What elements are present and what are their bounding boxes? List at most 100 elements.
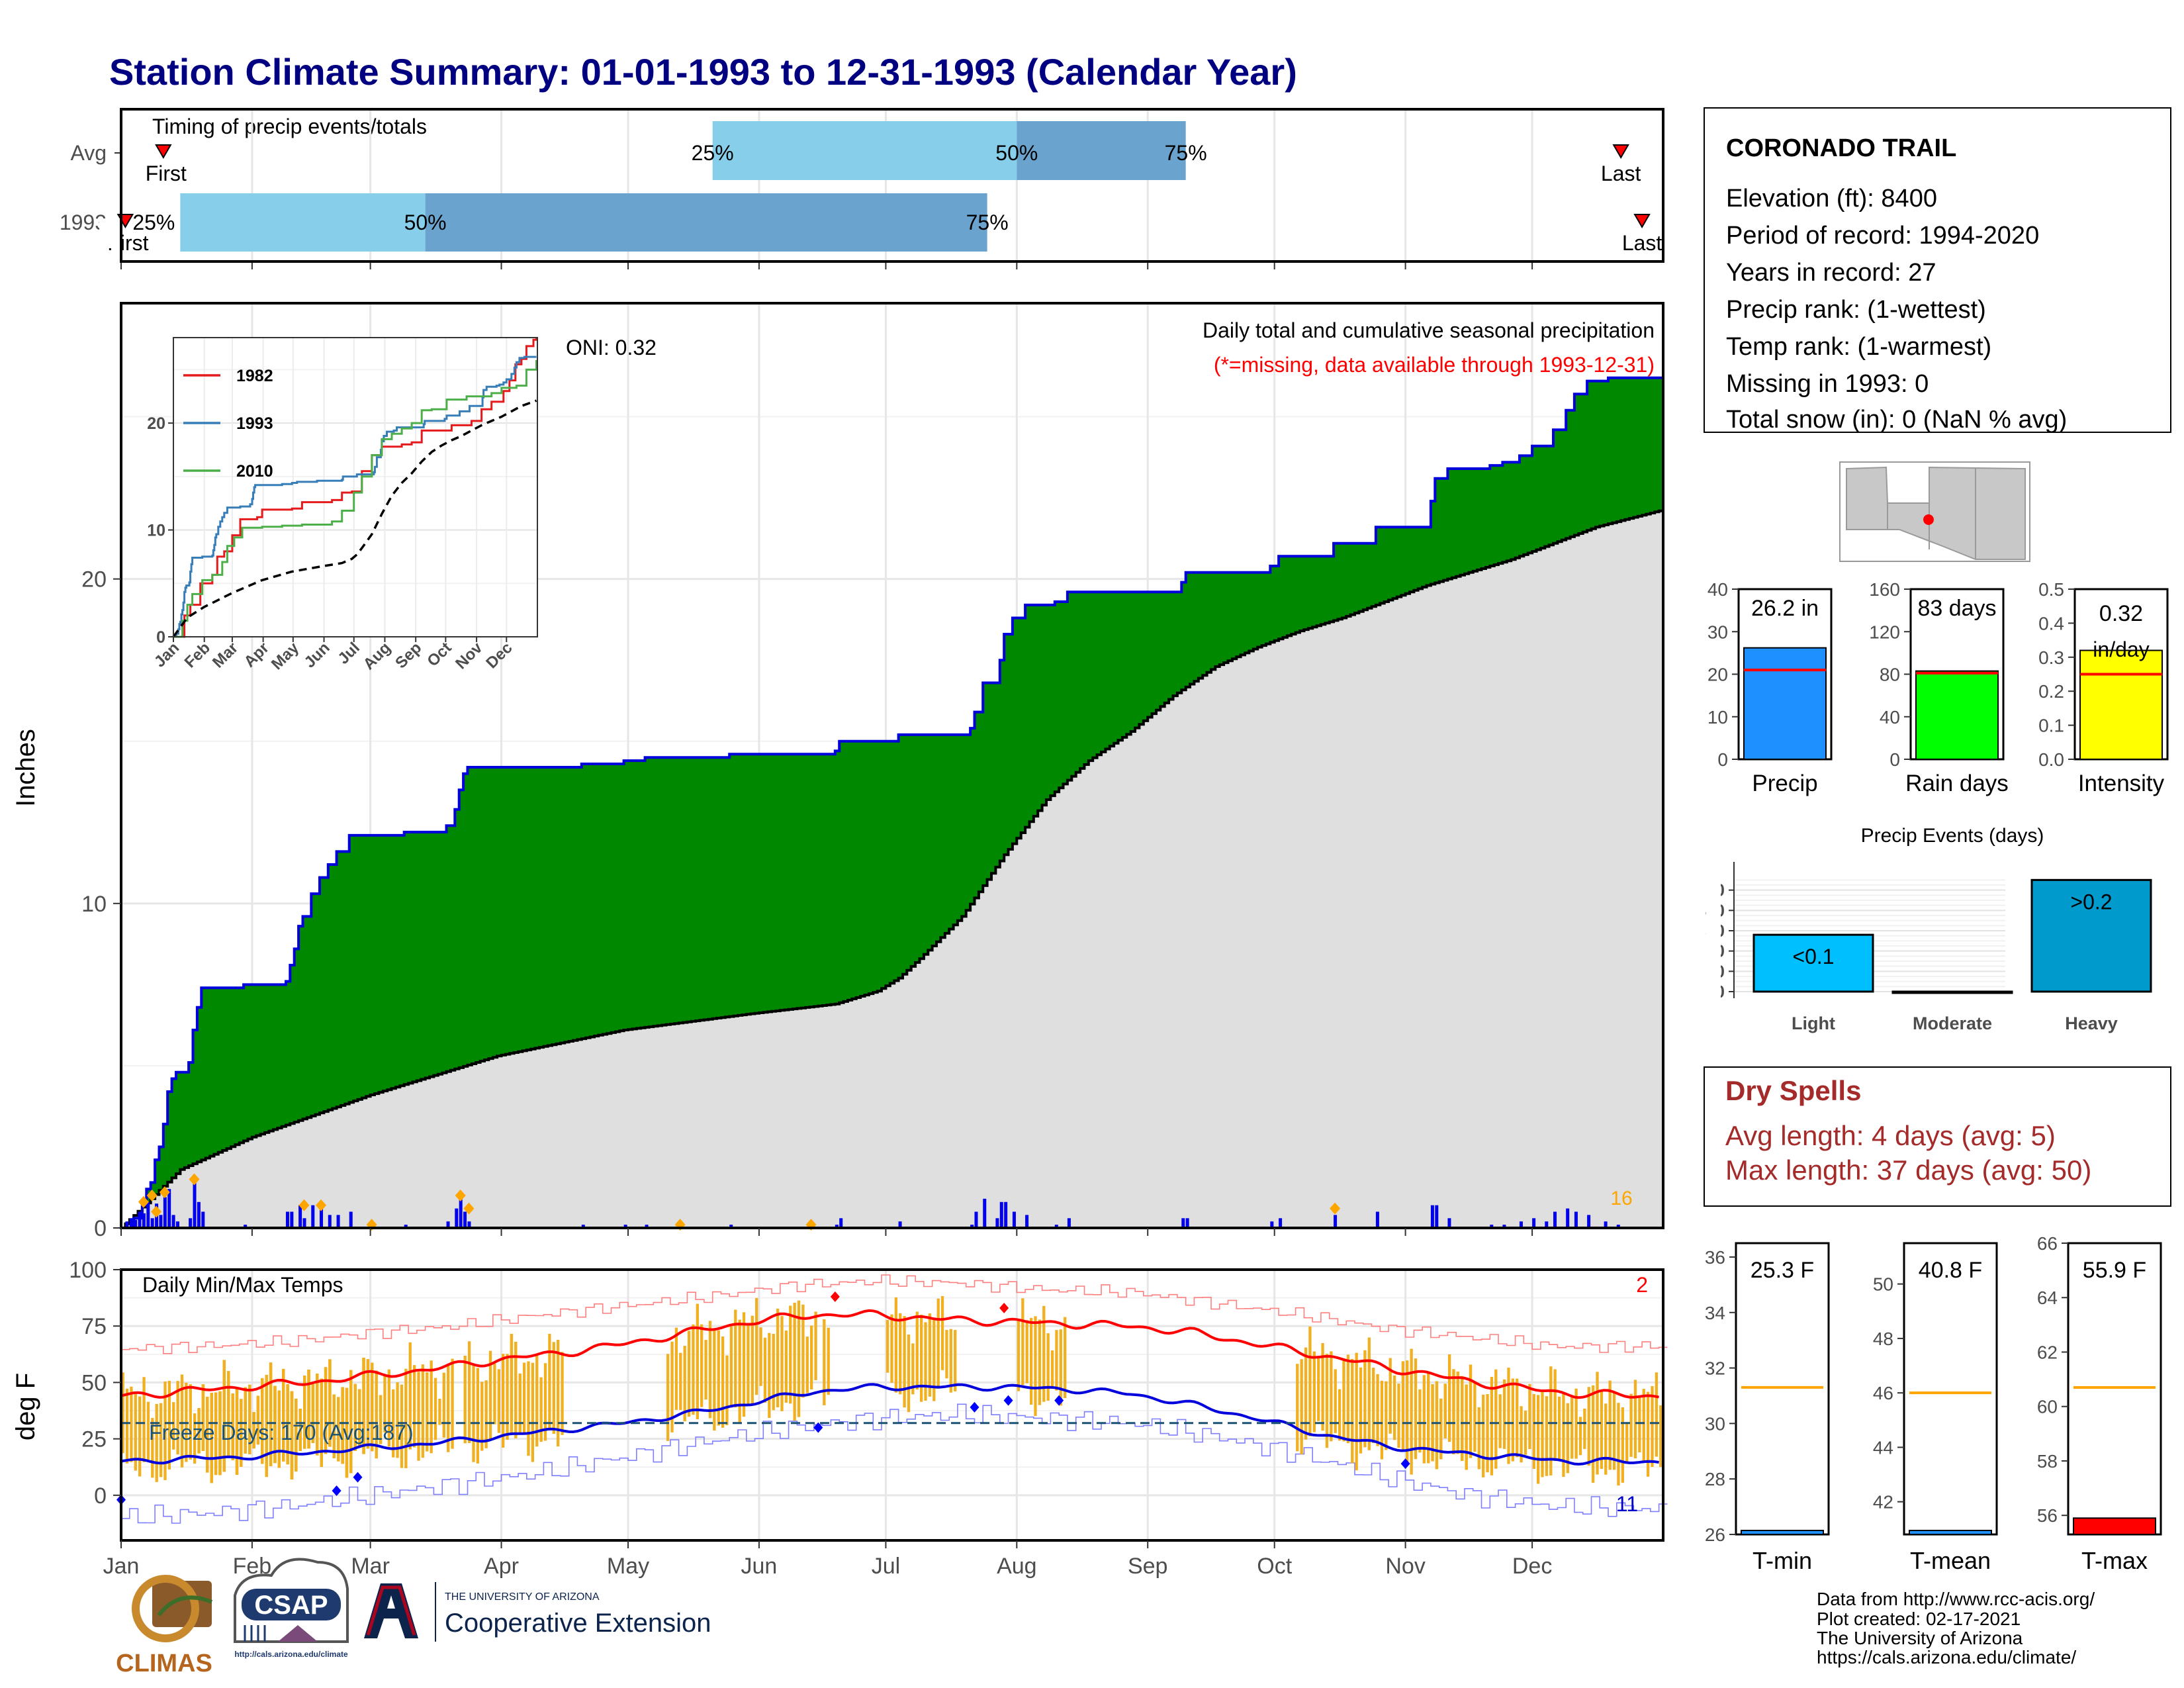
totals-y-tick-label: 40 — [1880, 707, 1900, 727]
footer-institution: The University of Arizona — [1817, 1628, 2023, 1648]
temps-daily-bar — [1355, 1352, 1358, 1471]
precip-record-diamond — [1330, 1202, 1341, 1215]
temps-record-hot-diamond — [830, 1291, 840, 1302]
month-axis-label: Sep — [1128, 1554, 1168, 1579]
timing-last-marker — [1633, 214, 1651, 228]
temps-daily-bar — [1502, 1379, 1506, 1449]
station-temp-rank: Temp rank: (1-warmest) — [1726, 333, 1991, 361]
temps-daily-bar — [404, 1368, 408, 1468]
tavg-y-tick-label: 44 — [1873, 1437, 1893, 1458]
station-years: Years in record: 27 — [1726, 259, 1936, 287]
events-bar — [1752, 933, 1874, 993]
temps-daily-bar — [776, 1308, 780, 1407]
temps-daily-bar — [337, 1397, 340, 1462]
totals-y-tick-label: 10 — [1707, 707, 1728, 727]
temps-daily-bar — [911, 1343, 915, 1395]
temps-daily-bar — [1520, 1406, 1523, 1463]
temps-daily-bar — [729, 1326, 733, 1408]
tavg-axis-label: T-max — [2081, 1547, 2148, 1574]
temps-record-cold-diamond — [1400, 1458, 1410, 1470]
tavg-y-tick-label: 32 — [1705, 1358, 1725, 1379]
temps-daily-bar — [1439, 1398, 1443, 1460]
tavg-y-tick-label: 60 — [2037, 1397, 2058, 1417]
temps-daily-bar — [1659, 1405, 1662, 1468]
temps-daily-bar — [222, 1360, 226, 1472]
temps-daily-bar — [290, 1391, 294, 1479]
events-left-spacer — [1706, 864, 1721, 1003]
temps-daily-bar — [400, 1384, 404, 1468]
precip-daily-bar — [189, 1218, 193, 1228]
timing-p25-label: 25% — [132, 211, 175, 234]
temps-daily-bar — [510, 1334, 514, 1433]
temps-daily-bar — [919, 1315, 923, 1402]
temps-daily-bar — [125, 1388, 129, 1464]
precip-daily-bar — [404, 1225, 408, 1228]
precip-daily-bar — [1519, 1221, 1523, 1228]
inset-legend-label: 1993 — [236, 414, 273, 433]
precip-record-diamond — [146, 1189, 158, 1201]
temps-daily-bar — [1401, 1361, 1405, 1450]
station-elevation: Elevation (ft): 8400 — [1726, 185, 1937, 212]
season-totals-panels: 26.2 in 0 10 20 30 40 Precip 83 days 0 40 80 120 160… — [1707, 579, 2169, 796]
precip-daily-bar — [999, 1201, 1003, 1228]
footer-url: https://cals.arizona.edu/climate/ — [1817, 1647, 2076, 1667]
timing-bar-50-75 — [1017, 121, 1186, 180]
precip-chart-title: Daily total and cumulative seasonal prec… — [1203, 318, 1655, 342]
temps-daily-bar — [557, 1339, 560, 1447]
temps-daily-bar — [1312, 1351, 1316, 1432]
temps-daily-bar — [467, 1341, 471, 1444]
precip-daily-bar — [1270, 1221, 1274, 1228]
temps-daily-bar — [1042, 1305, 1046, 1402]
temps-daily-bar — [167, 1380, 171, 1470]
temps-daily-bar — [717, 1330, 720, 1426]
temps-daily-bar — [1025, 1320, 1028, 1383]
totals-y-tick-label: 20 — [1707, 665, 1728, 685]
temps-daily-bar — [1642, 1389, 1645, 1462]
temps-daily-bar — [759, 1327, 762, 1386]
station-precip-rank: Precip rank: (1-wettest) — [1726, 296, 1986, 324]
temps-daily-bar — [721, 1336, 725, 1428]
precip-daily-bar — [1025, 1215, 1029, 1228]
temps-daily-bar — [725, 1355, 729, 1425]
precip-daily-bar — [1004, 1201, 1008, 1228]
temps-daily-bar — [700, 1324, 704, 1407]
footer-plot-created: Plot created: 02-17-2021 — [1817, 1609, 2021, 1629]
temps-daily-bar — [488, 1350, 492, 1440]
temps-daily-bar — [1482, 1394, 1485, 1477]
temps-daily-bar — [692, 1324, 695, 1415]
temps-daily-bar — [480, 1382, 484, 1451]
timing-row-label: Avg — [70, 141, 107, 165]
temps-daily-bar — [1566, 1403, 1569, 1474]
temps-daily-bar — [514, 1342, 518, 1438]
inset-y-tick-label: 10 — [147, 522, 165, 540]
temps-daily-bar — [472, 1364, 475, 1462]
temps-daily-bar — [1038, 1319, 1042, 1405]
temps-daily-bar — [1498, 1394, 1502, 1448]
temps-daily-bar — [345, 1387, 349, 1478]
temps-daily-bar — [1059, 1329, 1062, 1406]
precip-daily-bar — [1430, 1205, 1434, 1228]
tavg-y-tick-label: 58 — [2037, 1451, 2058, 1472]
temps-daily-bar — [1300, 1359, 1303, 1455]
month-axis-label: Oct — [1257, 1554, 1292, 1579]
precip-daily-bar — [1604, 1221, 1608, 1228]
temps-daily-bar — [1397, 1383, 1400, 1448]
timing-last-label: Last — [1601, 162, 1641, 185]
temps-daily-bar — [493, 1364, 496, 1425]
temps-daily-bar — [1338, 1389, 1342, 1441]
temps-daily-bar — [797, 1300, 801, 1417]
temps-daily-bar — [302, 1376, 306, 1449]
cold-day-count: 11 — [1616, 1492, 1638, 1516]
arizona-locator-map — [1839, 461, 2030, 562]
temps-daily-bar — [442, 1372, 445, 1438]
temps-daily-bar — [1608, 1380, 1612, 1470]
precip-daily-bar — [463, 1211, 467, 1228]
events-category-label: Moderate — [1913, 1013, 1992, 1033]
temps-daily-bar — [193, 1413, 197, 1464]
temps-daily-bar — [1638, 1397, 1641, 1453]
temps-daily-bar — [772, 1334, 775, 1411]
precip-daily-bar — [1566, 1208, 1570, 1228]
tavg-y-tick-label: 26 — [1705, 1524, 1725, 1545]
precip-y-tick-label: 10 — [81, 892, 107, 917]
temps-daily-bar — [1372, 1368, 1375, 1443]
